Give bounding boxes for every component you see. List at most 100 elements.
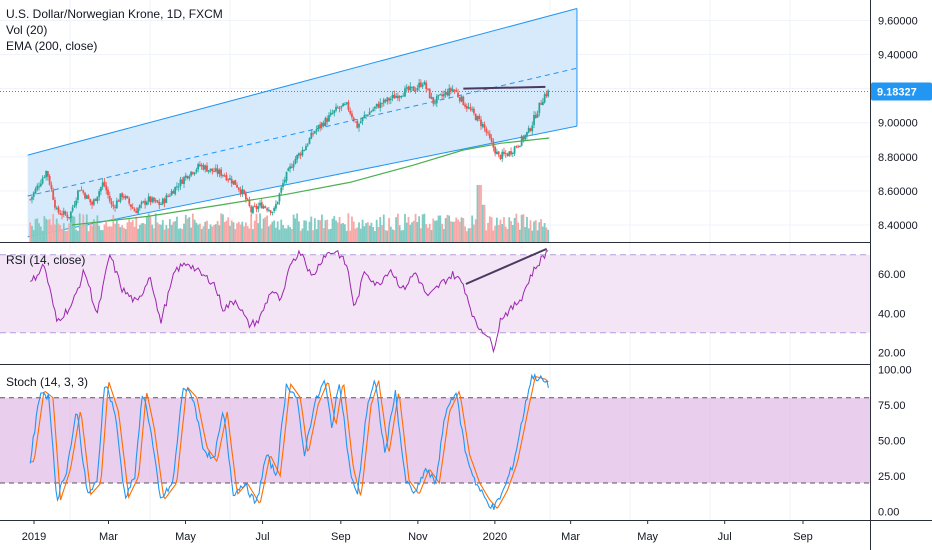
volume-bar (61, 229, 63, 242)
volume-bar (161, 220, 164, 242)
volume-bar (543, 223, 546, 242)
candle-body (105, 185, 108, 191)
volume-bar (533, 221, 535, 242)
legend-volume: Vol (20) (6, 23, 48, 37)
volume-bar (230, 220, 233, 242)
candle-body (464, 104, 466, 107)
candle-body (211, 168, 214, 172)
volume-bar (428, 223, 431, 242)
volume-bar (229, 225, 231, 242)
volume-bar (534, 220, 537, 242)
price-panel (0, 8, 870, 242)
candle-body (303, 149, 306, 151)
volume-bar (427, 227, 429, 242)
candle-body (112, 204, 115, 207)
candle-body (160, 204, 162, 206)
volume-bar (145, 216, 148, 242)
channel-lower-line (27, 125, 578, 238)
candle-body (38, 186, 40, 188)
volume-bar (117, 223, 120, 242)
candle-body (115, 200, 118, 209)
candle-body (389, 98, 392, 101)
volume-bar (333, 216, 336, 242)
candle-body (379, 102, 382, 108)
volume-bar (200, 228, 203, 242)
candle-body (46, 171, 49, 177)
volume-bar (324, 220, 327, 242)
candle-body (100, 187, 102, 192)
price-tick-label: 9.00000 (878, 118, 918, 130)
candle-body (510, 151, 512, 155)
candle-body (503, 151, 505, 154)
volume-bar (140, 223, 143, 242)
candle-body (374, 106, 376, 109)
stoch-d-line (30, 376, 549, 509)
candle-body (31, 196, 33, 200)
candle-body (78, 190, 81, 192)
volume-bar (501, 224, 504, 242)
stoch-band-fill (0, 397, 870, 484)
candle-body (34, 188, 37, 194)
candle-body (244, 193, 247, 200)
candle-body (59, 212, 62, 215)
stoch-tick-label: 100.00 (878, 364, 912, 376)
candle-body (299, 153, 302, 156)
volume-bar (520, 214, 523, 242)
candle-body (57, 207, 60, 213)
volume-bar (405, 222, 408, 242)
volume-bar (529, 220, 532, 242)
volume-bar (457, 219, 459, 242)
candle-body (526, 131, 528, 136)
candle-body (48, 176, 51, 185)
candle-body (481, 123, 484, 127)
candle-body (232, 180, 235, 185)
volume-bar (547, 229, 550, 242)
volume-bar (540, 219, 543, 242)
volume-bar (183, 223, 185, 242)
volume-bar (388, 218, 390, 242)
volume-bar (64, 230, 67, 242)
candle-body (425, 82, 428, 90)
candle-body (306, 144, 309, 146)
volume-bar (370, 222, 373, 242)
volume-bar (54, 224, 56, 242)
candle-body (393, 94, 396, 99)
stoch-tick-label: 50.00 (878, 435, 906, 447)
candle-body (174, 186, 177, 195)
volume-bar (366, 222, 369, 242)
candle-body (520, 136, 523, 146)
volume-bar (138, 224, 141, 242)
candle-body (71, 207, 74, 211)
volume-bar (87, 231, 90, 242)
volume-bar (273, 220, 276, 242)
volume-bar (55, 218, 58, 242)
volume-bar (308, 221, 311, 242)
rsi-divergence-line (465, 247, 548, 285)
volume-bar (223, 221, 226, 242)
volume-bar (191, 213, 194, 242)
volume-bar (510, 221, 512, 242)
volume-bar (356, 227, 359, 242)
volume-bar (397, 213, 399, 242)
volume-bar (508, 217, 511, 242)
candle-body (312, 133, 314, 135)
candle-body (451, 88, 454, 92)
candle-body (471, 109, 474, 111)
volume-bar (234, 229, 237, 242)
volume-bar (545, 227, 548, 242)
candle-body (342, 103, 345, 107)
candle-body (108, 195, 111, 202)
candle-body (253, 205, 256, 207)
candle-body (467, 106, 470, 109)
candle-body (55, 207, 58, 209)
candle-body (145, 201, 148, 205)
candle-body (308, 138, 311, 144)
candle-body (305, 146, 307, 151)
volume-bar (382, 214, 385, 242)
volume-bar (492, 230, 495, 242)
candle-body (504, 153, 507, 155)
volume-bar (154, 213, 157, 242)
volume-bar (317, 219, 320, 242)
candle-body (181, 179, 184, 184)
volume-bar (419, 228, 422, 242)
